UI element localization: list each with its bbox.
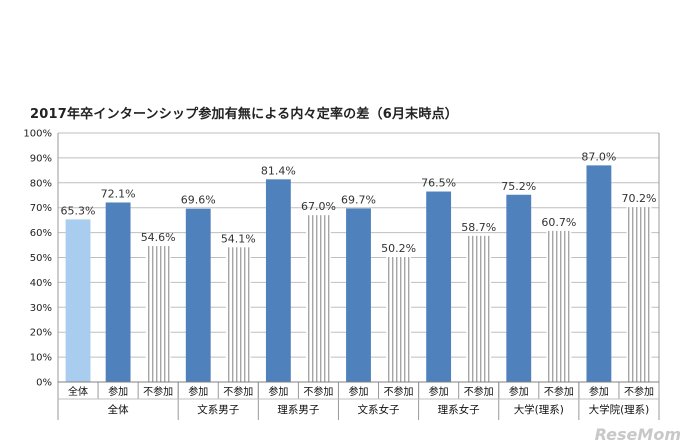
x-category-label: 不参加 [464,385,494,398]
bar [626,207,652,382]
y-tick-label: 40% [30,278,52,289]
data-label: 67.0% [301,200,336,213]
bar [225,247,251,382]
bar [145,246,171,382]
x-group-label: 大学(理系) [514,403,564,416]
data-label: 87.0% [581,150,616,163]
data-label: 69.7% [341,193,376,206]
data-label: 76.5% [421,177,456,190]
y-tick-label: 30% [30,303,52,314]
x-category-label: 参加 [108,385,128,398]
bar [105,202,131,382]
x-group-label: 全体 [108,403,129,416]
bar [346,208,371,382]
data-label: 50.2% [381,242,416,255]
x-category-label: 不参加 [544,385,574,398]
bar [546,230,572,382]
x-category-label: 参加 [268,385,288,398]
x-category-label: 不参加 [303,385,333,398]
x-category-label: 参加 [429,385,449,398]
bar [306,215,331,382]
y-tick-label: 60% [30,228,52,239]
data-label: 54.6% [141,231,176,244]
bar [185,208,211,382]
data-label: 54.1% [221,232,256,245]
x-category-label: 不参加 [624,385,654,398]
data-label: 70.2% [621,192,656,205]
y-tick-label: 70% [30,203,52,214]
chart-title: 2017年卒インターンシップ参加有無による内々定率の差（6月末時点） [30,107,458,122]
y-tick-label: 20% [30,328,52,339]
bar [65,219,91,382]
data-label: 58.7% [461,221,496,234]
x-group-label: 理系男子 [277,404,319,416]
x-category-label: 不参加 [384,385,414,398]
data-label: 81.4% [261,164,296,177]
y-axis-ticks: 0% 10% 20% 30% 40% 50% 60% 70% 80% 90% 100% [23,129,52,389]
x-category-label: 参加 [349,385,369,398]
x-group-label: 文系男子 [197,403,239,416]
x-category-label: 参加 [589,385,609,398]
y-tick-label: 80% [30,178,52,189]
x-category-label: 全体 [68,385,88,398]
data-label: 72.1% [101,187,136,200]
bar [506,194,532,382]
y-tick-label: 10% [30,353,52,364]
data-label: 60.7% [541,216,576,229]
bars [65,165,652,382]
x-category-label: 参加 [188,385,208,398]
y-tick-label: 90% [30,153,52,164]
x-group-label: 文系女子 [358,403,400,416]
y-tick-label: 50% [30,253,52,264]
bar [265,179,291,382]
data-label: 65.3% [61,204,96,217]
y-tick-label: 0% [36,378,52,389]
x-category-label: 不参加 [223,385,253,398]
x-category-label: 不参加 [143,385,173,398]
data-labels: 65.3% 72.1% 54.6% 69.6% 54.1% 81.4% 67.0% 69.7%… [61,150,657,255]
bar [586,165,612,382]
bar [466,235,492,382]
bar [426,191,452,382]
bar [386,257,411,382]
x-category-label: 参加 [509,385,529,398]
y-tick-label: 100% [23,129,52,140]
x-group-label: 理系女子 [438,403,480,416]
data-label: 75.2% [501,180,536,193]
resemom-logo: ReseMom [594,425,681,444]
data-label: 69.6% [181,194,216,207]
x-group-label: 大学院(理系) [589,403,650,416]
